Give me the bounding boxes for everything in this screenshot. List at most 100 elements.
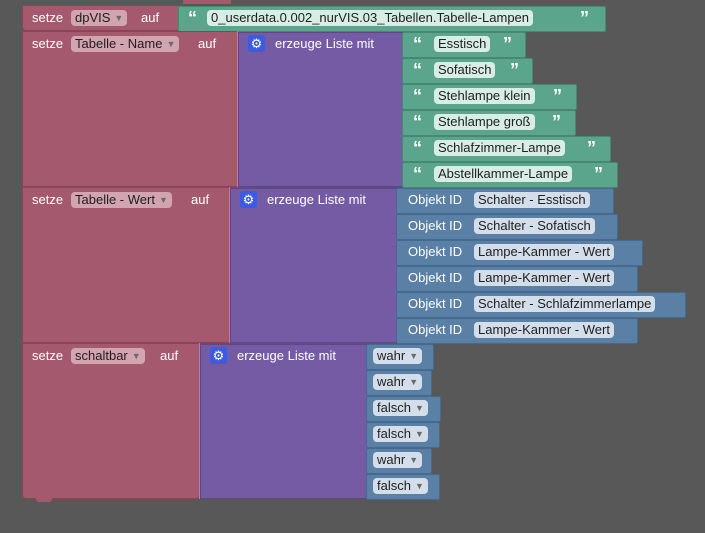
dropdown-arrow-icon: ▼ bbox=[158, 195, 168, 205]
text-block-abstellkammer-lampe[interactable]: “ Abstellkammer-Lampe ” bbox=[402, 162, 618, 188]
boolean-block[interactable]: wahr ▼ bbox=[366, 448, 432, 474]
object-id-label: Objekt ID bbox=[408, 192, 463, 207]
variable-name: Tabelle - Wert bbox=[75, 192, 155, 207]
quote-open-icon: “ bbox=[413, 34, 422, 54]
object-id-field[interactable]: Schalter - Esstisch bbox=[474, 192, 590, 208]
variable-dropdown-dpvis[interactable]: dpVIS ▼ bbox=[71, 10, 128, 26]
variable-name: dpVIS bbox=[75, 10, 111, 25]
boolean-value: wahr bbox=[377, 348, 406, 363]
object-id-block[interactable]: Objekt ID Lampe-Kammer - Wert bbox=[396, 240, 643, 266]
boolean-dropdown[interactable]: falsch ▼ bbox=[373, 478, 428, 494]
gear-icon[interactable]: ⚙ bbox=[240, 191, 257, 208]
quote-close-icon: ” bbox=[587, 138, 596, 158]
object-id-field[interactable]: Schalter - Sofatisch bbox=[474, 218, 595, 234]
object-id-block[interactable]: Objekt ID Lampe-Kammer - Wert bbox=[396, 318, 638, 344]
create-list-block-values[interactable] bbox=[230, 188, 398, 343]
text-field[interactable]: Sofatisch bbox=[434, 62, 496, 78]
text-field[interactable]: Schlafzimmer-Lampe bbox=[434, 140, 565, 156]
dropdown-arrow-icon: ▼ bbox=[131, 351, 141, 361]
text-block-dpvis[interactable]: “ 0_userdata.0.002_nurVIS.03_Tabellen.Ta… bbox=[178, 6, 606, 32]
object-id-field[interactable]: Lampe-Kammer - Wert bbox=[474, 270, 614, 286]
dropdown-arrow-icon: ▼ bbox=[414, 481, 424, 491]
set-dpvis-block[interactable] bbox=[22, 5, 182, 31]
object-id-block[interactable]: Objekt ID Schalter - Sofatisch bbox=[396, 214, 618, 240]
boolean-value: falsch bbox=[377, 400, 411, 415]
block-divider bbox=[237, 31, 238, 187]
dropdown-arrow-icon: ▼ bbox=[409, 455, 419, 465]
create-list-block-schaltbar[interactable] bbox=[200, 344, 368, 499]
dropdown-arrow-icon: ▼ bbox=[114, 13, 124, 23]
auf-label: auf bbox=[160, 348, 179, 363]
text-field[interactable]: Abstellkammer-Lampe bbox=[434, 166, 573, 182]
setze-label: setze bbox=[32, 10, 64, 25]
object-id-block[interactable]: Objekt ID Schalter - Schlafzimmerlampe bbox=[396, 292, 686, 318]
text-block-sofatisch[interactable]: “ Sofatisch ” bbox=[402, 58, 533, 84]
quote-close-icon: ” bbox=[510, 60, 519, 80]
variable-dropdown-tabelle-name[interactable]: Tabelle - Name ▼ bbox=[71, 36, 180, 52]
variable-dropdown-schaltbar[interactable]: schaltbar ▼ bbox=[71, 348, 145, 364]
text-field[interactable]: 0_userdata.0.002_nurVIS.03_Tabellen.Tabe… bbox=[207, 10, 534, 26]
text-field[interactable]: Stehlampe klein bbox=[434, 88, 535, 104]
dropdown-arrow-icon: ▼ bbox=[409, 377, 419, 387]
object-id-label: Objekt ID bbox=[408, 270, 463, 285]
boolean-dropdown[interactable]: wahr ▼ bbox=[373, 348, 423, 364]
boolean-dropdown[interactable]: falsch ▼ bbox=[373, 426, 428, 442]
create-list-label: erzeuge Liste mit bbox=[275, 36, 374, 51]
quote-open-icon: “ bbox=[188, 8, 197, 28]
boolean-block[interactable]: falsch ▼ bbox=[366, 396, 441, 422]
object-id-block[interactable]: Objekt ID Lampe-Kammer - Wert bbox=[396, 266, 638, 292]
text-block-schlafzimmer-lampe[interactable]: “ Schlafzimmer-Lampe ” bbox=[402, 136, 611, 162]
object-id-block[interactable]: Objekt ID Schalter - Esstisch bbox=[396, 188, 614, 214]
quote-close-icon: ” bbox=[580, 8, 589, 28]
quote-open-icon: “ bbox=[413, 60, 422, 80]
boolean-value: wahr bbox=[377, 452, 406, 467]
text-block-esstisch[interactable]: “ Esstisch ” bbox=[402, 32, 526, 58]
quote-close-icon: ” bbox=[552, 112, 561, 132]
setze-label: setze bbox=[32, 36, 64, 51]
boolean-block[interactable]: wahr ▼ bbox=[366, 370, 432, 396]
block-bottom-tab bbox=[36, 497, 52, 502]
object-id-label: Objekt ID bbox=[408, 296, 463, 311]
object-id-field[interactable]: Lampe-Kammer - Wert bbox=[474, 322, 614, 338]
quote-open-icon: “ bbox=[413, 112, 422, 132]
variable-name: Tabelle - Name bbox=[75, 36, 163, 51]
object-id-field[interactable]: Lampe-Kammer - Wert bbox=[474, 244, 614, 260]
setze-label: setze bbox=[32, 348, 64, 363]
quote-open-icon: “ bbox=[413, 138, 422, 158]
top-tab bbox=[183, 0, 231, 4]
dropdown-arrow-icon: ▼ bbox=[166, 39, 176, 49]
gear-icon[interactable]: ⚙ bbox=[248, 35, 265, 52]
gear-icon[interactable]: ⚙ bbox=[210, 347, 227, 364]
dropdown-arrow-icon: ▼ bbox=[414, 429, 424, 439]
set-tabelle-wert-block[interactable] bbox=[22, 187, 230, 343]
setze-label: setze bbox=[32, 192, 64, 207]
object-id-label: Objekt ID bbox=[408, 244, 463, 259]
object-id-label: Objekt ID bbox=[408, 322, 463, 337]
dropdown-arrow-icon: ▼ bbox=[414, 403, 424, 413]
quote-close-icon: ” bbox=[594, 164, 603, 184]
set-schaltbar-block[interactable] bbox=[22, 343, 200, 499]
dropdown-arrow-icon: ▼ bbox=[409, 351, 419, 361]
object-id-field[interactable]: Schalter - Schlafzimmerlampe bbox=[474, 296, 656, 312]
quote-open-icon: “ bbox=[413, 164, 422, 184]
quote-close-icon: ” bbox=[503, 34, 512, 54]
auf-label: auf bbox=[198, 36, 217, 51]
boolean-value: falsch bbox=[377, 478, 411, 493]
boolean-dropdown[interactable]: falsch ▼ bbox=[373, 400, 428, 416]
boolean-value: falsch bbox=[377, 426, 411, 441]
auf-label: auf bbox=[141, 10, 160, 25]
text-field[interactable]: Esstisch bbox=[434, 36, 491, 52]
text-block-stehlampe-gross[interactable]: “ Stehlampe groß ” bbox=[402, 110, 576, 136]
boolean-block[interactable]: falsch ▼ bbox=[366, 474, 440, 500]
create-list-label: erzeuge Liste mit bbox=[267, 192, 366, 207]
variable-dropdown-tabelle-wert[interactable]: Tabelle - Wert ▼ bbox=[71, 192, 172, 208]
create-list-block-names[interactable] bbox=[238, 32, 406, 187]
text-field[interactable]: Stehlampe groß bbox=[434, 114, 535, 130]
object-id-label: Objekt ID bbox=[408, 218, 463, 233]
boolean-block[interactable]: wahr ▼ bbox=[366, 344, 434, 370]
boolean-dropdown[interactable]: wahr ▼ bbox=[373, 452, 423, 468]
boolean-dropdown[interactable]: wahr ▼ bbox=[373, 374, 423, 390]
boolean-block[interactable]: falsch ▼ bbox=[366, 422, 440, 448]
text-block-stehlampe-klein[interactable]: “ Stehlampe klein ” bbox=[402, 84, 577, 110]
set-tabelle-name-block[interactable] bbox=[22, 31, 238, 187]
